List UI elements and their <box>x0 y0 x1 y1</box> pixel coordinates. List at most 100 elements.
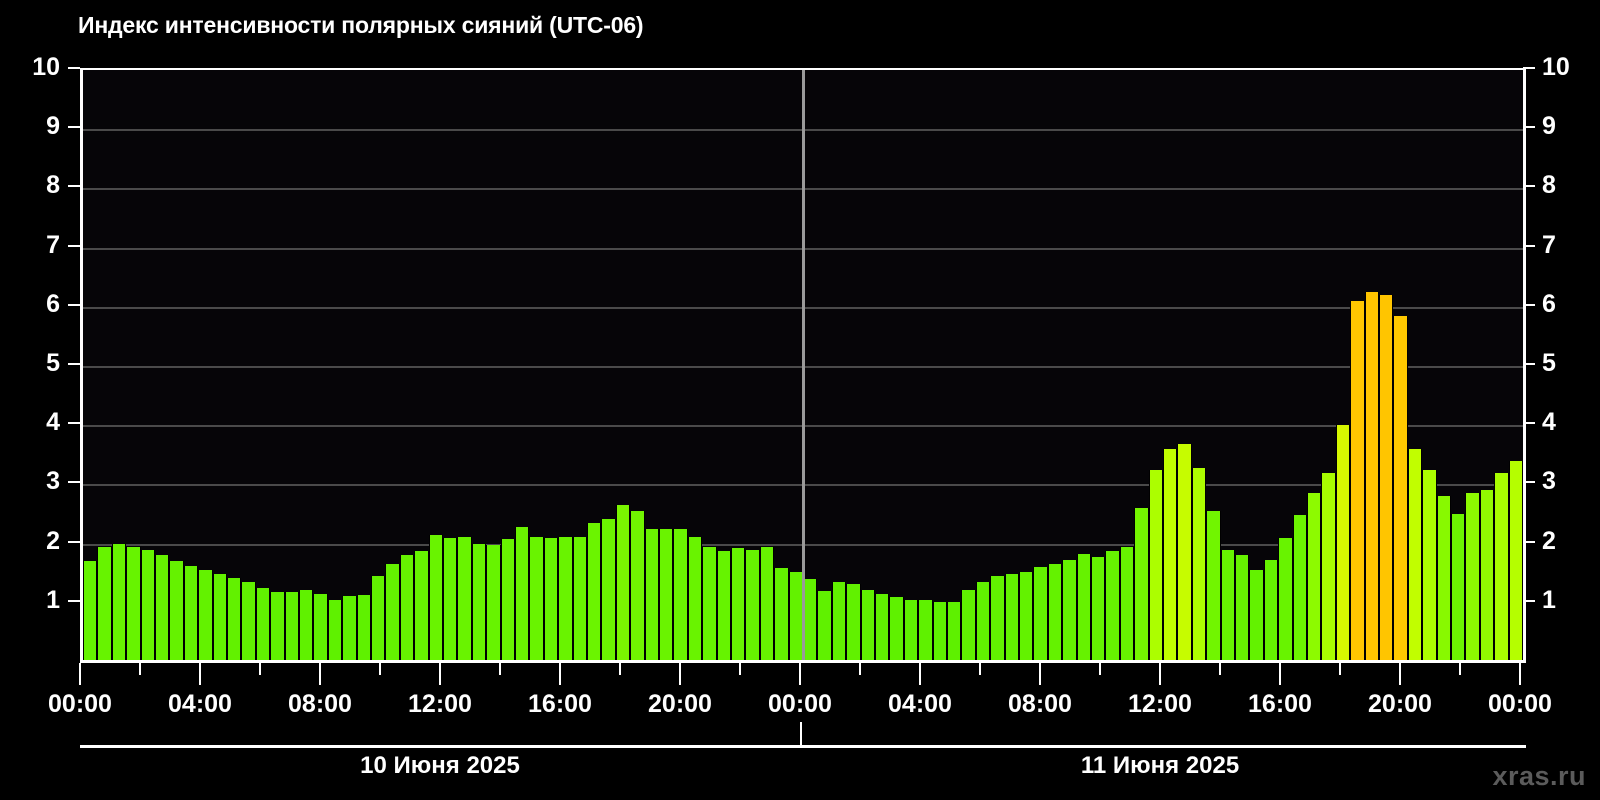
bar <box>327 599 343 662</box>
bar <box>299 589 314 662</box>
bar <box>1163 448 1178 662</box>
bar <box>1019 572 1034 662</box>
y-tick-left-5 <box>68 363 80 365</box>
bar <box>500 538 515 662</box>
x-tick-44h <box>1399 663 1401 685</box>
bar <box>889 596 904 662</box>
x-tick-label-11: 20:00 <box>1368 690 1432 718</box>
x-tick-46h <box>1459 663 1461 675</box>
bar <box>356 595 371 662</box>
bar <box>803 579 818 662</box>
bar <box>587 522 602 662</box>
bar <box>947 601 962 662</box>
x-tick-12h <box>439 663 441 685</box>
x-axis-baseline <box>80 660 1526 663</box>
bar <box>1422 469 1437 662</box>
bar <box>572 536 587 662</box>
y-tick-label-right-4: 4 <box>1542 408 1556 437</box>
bar <box>1249 570 1264 662</box>
y-tick-right-1 <box>1523 599 1535 602</box>
bar <box>716 550 731 662</box>
x-tick-16h <box>559 663 561 685</box>
bar <box>212 574 227 662</box>
x-tick-36h <box>1159 663 1161 685</box>
bar <box>385 564 400 662</box>
bar <box>1278 537 1293 662</box>
y-tick-right-5 <box>1523 363 1535 365</box>
watermark: xras.ru <box>1492 761 1586 791</box>
day-band-separator-tick <box>800 722 802 746</box>
bar <box>515 527 530 662</box>
bar <box>1033 567 1048 662</box>
x-tick-label-10: 16:00 <box>1248 690 1312 718</box>
bar <box>342 595 357 662</box>
bar <box>745 549 760 662</box>
y-tick-label-right-2: 2 <box>1542 526 1556 555</box>
y-tick-label-right-7: 7 <box>1542 230 1556 259</box>
bar <box>932 601 947 662</box>
y-tick-label-left-6: 6 <box>46 289 60 318</box>
y-tick-left-10 <box>68 67 80 69</box>
x-tick-24h <box>799 663 801 685</box>
bar <box>1177 444 1192 662</box>
y-tick-label-left-2: 2 <box>46 526 60 555</box>
bar <box>788 572 803 662</box>
x-tick-18h <box>619 663 621 675</box>
y-tick-label-left-5: 5 <box>46 349 60 377</box>
x-tick-label-0: 00:00 <box>48 690 112 718</box>
bar <box>1148 469 1163 662</box>
y-tick-label-right-6: 6 <box>1542 289 1556 318</box>
bar <box>918 599 933 662</box>
x-tick-label-2: 08:00 <box>288 690 352 718</box>
bar <box>126 546 141 662</box>
bar <box>1335 425 1351 662</box>
x-tick-34h <box>1099 663 1101 675</box>
bar <box>169 561 184 662</box>
x-tick-26h <box>859 663 861 675</box>
bar <box>1220 549 1235 662</box>
bar <box>1364 292 1379 662</box>
y-tick-right-10 <box>1523 67 1535 69</box>
bar <box>284 592 299 662</box>
bar <box>1263 560 1279 662</box>
bar <box>673 528 688 662</box>
y-tick-left-8 <box>68 185 80 188</box>
bar <box>1292 515 1307 662</box>
y-tick-right-6 <box>1523 303 1535 306</box>
y-tick-left-9 <box>68 126 80 129</box>
y-tick-label-left-1: 1 <box>46 585 60 614</box>
day-label-0: 10 Июня 2025 <box>360 752 520 779</box>
y-tick-label-right-3: 3 <box>1542 467 1556 496</box>
x-tick-42h <box>1339 663 1341 675</box>
bar <box>990 576 1005 662</box>
y-tick-label-left-7: 7 <box>46 230 60 259</box>
bar <box>543 537 559 662</box>
bars-layer <box>83 70 1523 662</box>
bar <box>1465 493 1480 662</box>
y-tick-right-9 <box>1523 126 1535 129</box>
bar <box>1407 448 1423 662</box>
chart-title: Индекс интенсивности полярных сияний (UT… <box>78 12 644 38</box>
bar <box>1134 508 1149 662</box>
x-tick-32h <box>1039 663 1041 685</box>
x-tick-6h <box>259 663 261 675</box>
bar <box>875 593 890 662</box>
y-tick-label-left-10: 10 <box>32 53 60 81</box>
bar <box>1436 496 1451 662</box>
bar <box>846 583 861 662</box>
bar <box>443 537 458 662</box>
bar <box>97 546 112 662</box>
bar <box>731 548 746 662</box>
x-tick-14h <box>499 663 501 675</box>
x-tick-28h <box>919 663 921 685</box>
x-tick-2h <box>139 663 141 675</box>
day-band-line <box>80 745 1526 748</box>
y-tick-label-right-10: 10 <box>1542 53 1570 81</box>
x-tick-label-1: 04:00 <box>168 690 232 718</box>
bar <box>630 511 645 662</box>
bar <box>1004 574 1019 662</box>
bar <box>111 543 127 662</box>
y-tick-label-left-3: 3 <box>46 467 60 496</box>
day-label-1: 11 Июня 2025 <box>1080 752 1240 779</box>
